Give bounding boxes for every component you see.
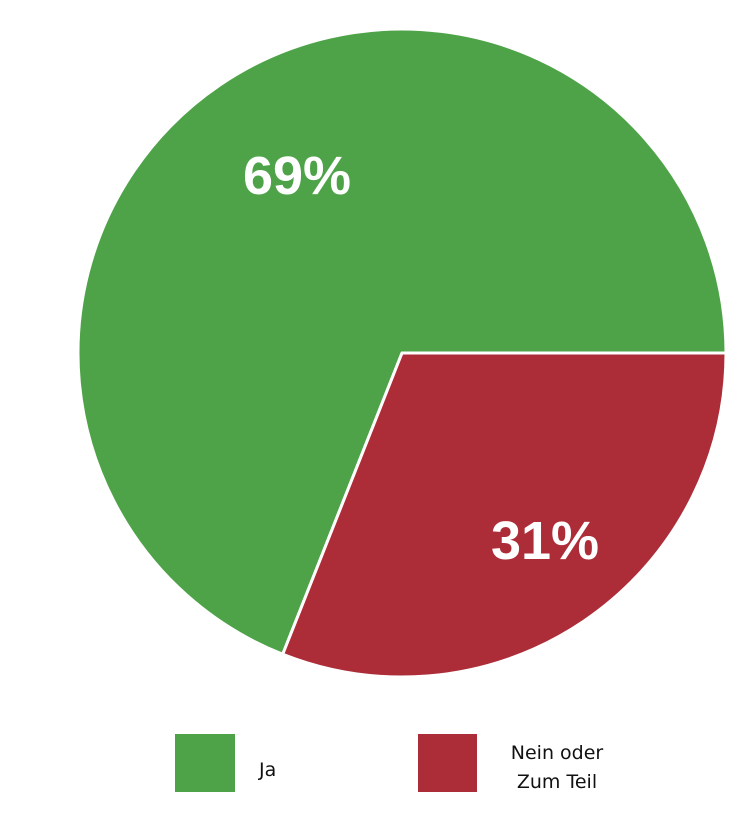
legend: Ja Nein oder Zum Teil [175, 734, 603, 793]
legend-swatch-ja [175, 734, 235, 792]
legend-label-nein-line1: Nein oder [511, 742, 604, 764]
legend-label-ja: Ja [258, 759, 276, 781]
legend-label-nein-line2: Zum Teil [517, 771, 597, 793]
data-label-nein: 31% [491, 511, 599, 571]
pie-slice-ja [76, 27, 728, 656]
pie-slice-nein [281, 351, 728, 679]
data-label-ja: 69% [243, 146, 351, 206]
legend-swatch-nein [418, 734, 477, 792]
